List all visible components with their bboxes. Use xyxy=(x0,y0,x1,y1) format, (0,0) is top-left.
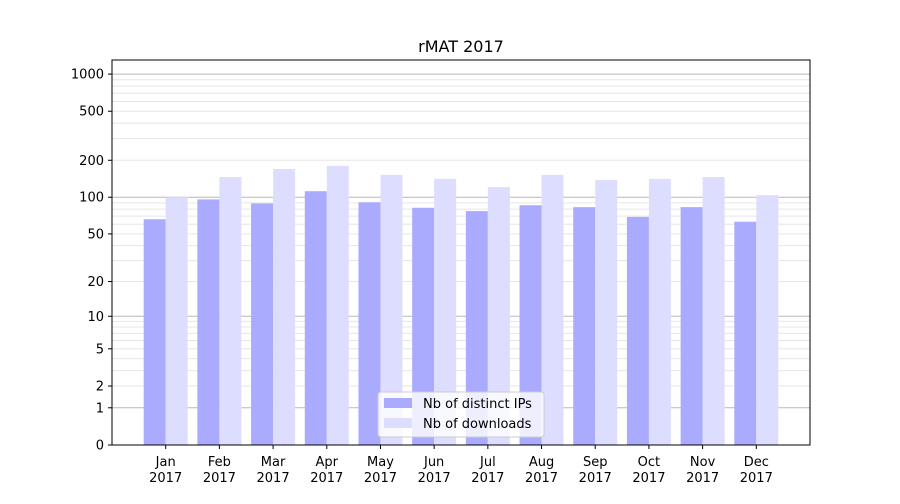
legend-box xyxy=(377,391,545,438)
bar xyxy=(626,216,649,445)
x-tick-label: Apr xyxy=(316,455,339,470)
bar xyxy=(434,178,457,445)
bar xyxy=(756,195,779,445)
y-tick-label: 5 xyxy=(96,342,104,357)
y-tick-label: 100 xyxy=(79,191,104,206)
legend-label: Nb of distinct IPs xyxy=(423,397,532,412)
y-tick-label: 50 xyxy=(87,227,104,242)
x-tick-label: 2017 xyxy=(740,471,773,486)
x-tick-label: 2017 xyxy=(418,471,451,486)
bar xyxy=(465,211,488,445)
x-tick-label: 2017 xyxy=(579,471,612,486)
bar xyxy=(412,207,435,445)
bar xyxy=(358,202,381,445)
y-tick-label: 2 xyxy=(96,380,104,395)
bar xyxy=(251,203,274,445)
bar xyxy=(573,207,596,445)
x-tick-label: May xyxy=(367,455,394,470)
bar xyxy=(326,165,349,446)
x-tick-label: Dec xyxy=(744,455,769,470)
x-tick-label: Jan xyxy=(155,455,176,470)
chart-title: rMAT 2017 xyxy=(418,37,504,56)
y-tick-label: 200 xyxy=(79,154,104,169)
bar xyxy=(595,180,618,445)
y-tick-label: 500 xyxy=(79,105,104,120)
bar xyxy=(219,177,242,446)
bar xyxy=(702,177,725,446)
bar xyxy=(487,187,510,446)
bar xyxy=(519,205,542,445)
x-tick-label: Feb xyxy=(208,455,231,470)
x-tick-label: Jun xyxy=(423,455,444,470)
plot-frame xyxy=(111,59,811,446)
x-tick-label: 2017 xyxy=(525,471,558,486)
legend: Nb of distinct IPs Nb of downloads xyxy=(377,391,545,438)
x-tick-label: 2017 xyxy=(257,471,290,486)
y-tick-label: 10 xyxy=(87,310,104,325)
bars xyxy=(143,165,779,446)
bar xyxy=(648,178,671,445)
y-tick-label: 0 xyxy=(96,439,104,454)
x-tick-label: Jul xyxy=(479,455,496,470)
x-tick-label: 2017 xyxy=(310,471,343,486)
y-tick-label: 1 xyxy=(96,401,104,416)
bar xyxy=(197,199,220,445)
x-tick-label: 2017 xyxy=(686,471,719,486)
legend-swatch xyxy=(384,398,412,408)
bar xyxy=(734,221,757,445)
legend-label: Nb of downloads xyxy=(423,417,532,432)
y-tick-label: 20 xyxy=(87,275,104,290)
bar xyxy=(304,191,327,445)
x-axis: Jan2017Feb2017Mar2017Apr2017May2017Jun20… xyxy=(149,445,773,486)
x-tick-label: 2017 xyxy=(203,471,236,486)
bar xyxy=(273,168,296,445)
x-tick-label: Aug xyxy=(529,455,554,470)
x-tick-label: 2017 xyxy=(471,471,504,486)
x-tick-label: 2017 xyxy=(364,471,397,486)
y-tick-label: 1000 xyxy=(71,68,104,83)
x-tick-label: Sep xyxy=(583,455,608,470)
legend-swatch xyxy=(384,418,412,428)
x-tick-label: Nov xyxy=(690,455,716,470)
y-axis: 0 1 2 5 10 20 50 100 200 500 1000 xyxy=(71,68,112,454)
x-tick-label: 2017 xyxy=(632,471,665,486)
bar xyxy=(165,197,188,445)
bar xyxy=(143,219,166,445)
x-tick-label: Oct xyxy=(638,455,660,470)
x-tick-label: 2017 xyxy=(149,471,182,486)
bar xyxy=(541,174,564,445)
x-tick-label: Mar xyxy=(261,455,286,470)
bar xyxy=(380,174,403,445)
bar xyxy=(680,207,703,445)
